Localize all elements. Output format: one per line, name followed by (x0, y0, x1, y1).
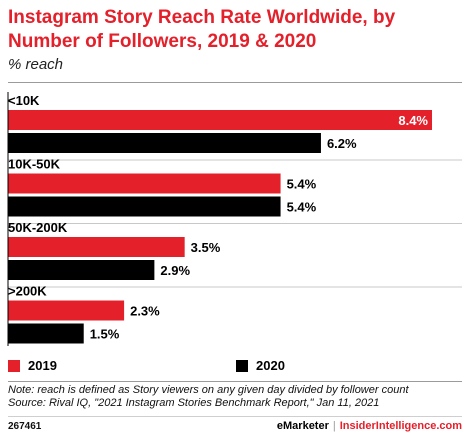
bar-chart: <10K8.4%6.2%10K-50K5.4%5.4%50K-200K3.5%2… (7, 92, 462, 346)
bar-2019-10k-50k (8, 173, 281, 194)
data-label-2019-200k: 2.3% (130, 304, 160, 319)
data-label-2020-10k: 6.2% (327, 136, 357, 151)
bar-2019-50k-200k (8, 237, 185, 257)
legend-swatch-2020 (236, 359, 248, 372)
brand-credit: eMarketer | InsiderIntelligence.com (277, 420, 462, 432)
bottom-divider (8, 381, 462, 382)
legend-label-2019: 2019 (28, 358, 57, 373)
data-label-2019-10k: 8.4% (398, 113, 428, 128)
data-label-2020-200k: 1.5% (90, 327, 120, 342)
footer-divider (8, 416, 462, 417)
chart-title: Instagram Story Reach Rate Worldwide, by… (8, 7, 396, 52)
bar-2020-10k-50k (8, 196, 281, 217)
data-label-2020-50k-200k: 2.9% (160, 263, 190, 278)
data-label-2020-10k-50k: 5.4% (287, 200, 317, 215)
data-label-2019-50k-200k: 3.5% (191, 240, 221, 255)
category-label-10k: <10K (8, 93, 40, 108)
bar-2019-10k (8, 110, 432, 130)
bar-2019-200k (8, 300, 125, 321)
brand-insider-intelligence: InsiderIntelligence.com (339, 420, 462, 432)
legend-item-2019: 2019 (8, 358, 57, 373)
top-divider (8, 82, 462, 83)
chart-subtitle: % reach (8, 56, 64, 73)
bar-2020-10k (8, 133, 321, 153)
legend-label-2020: 2020 (256, 358, 285, 373)
bar-2020-50k-200k (8, 260, 155, 280)
category-label-50k-200k: 50K-200K (8, 220, 68, 235)
category-label-200k: >200K (8, 284, 47, 299)
chart-note: Note: reach is defined as Story viewers … (8, 384, 409, 396)
brand-emarketer: eMarketer (276, 420, 329, 432)
chart-source: Source: Rival IQ, "2021 Instagram Storie… (8, 397, 380, 409)
brand-separator: | (332, 420, 336, 432)
chart-id: 267461 (8, 421, 42, 432)
legend-swatch-2019 (8, 359, 20, 372)
data-label-2019-10k-50k: 5.4% (287, 177, 317, 192)
legend-item-2020: 2020 (236, 358, 285, 373)
category-label-10k-50k: 10K-50K (8, 157, 61, 172)
bar-2020-200k (8, 323, 84, 344)
